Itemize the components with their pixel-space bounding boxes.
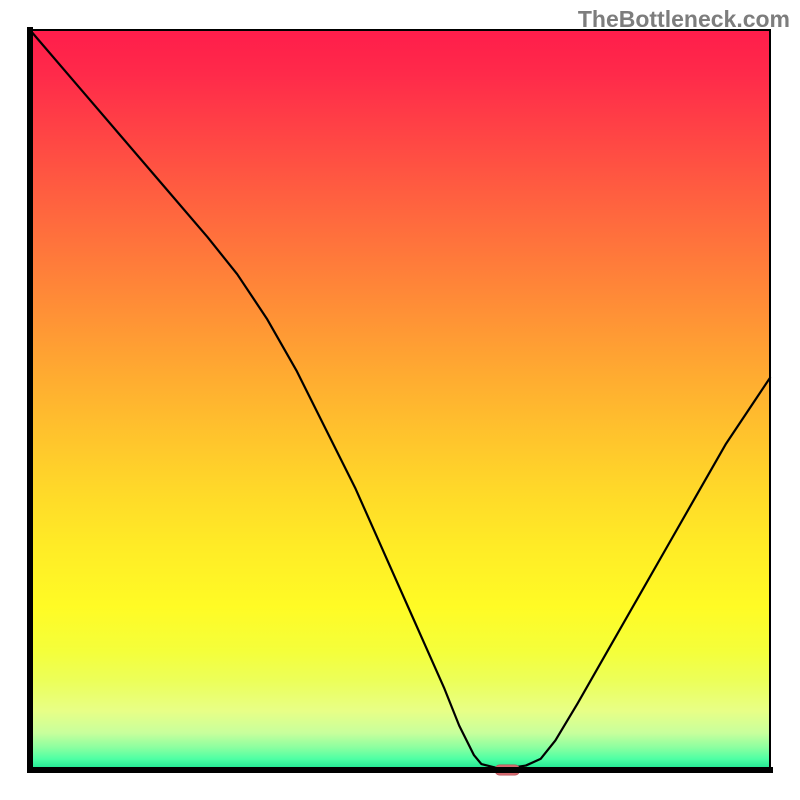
bottleneck-chart: TheBottleneck.com bbox=[0, 0, 800, 800]
watermark-text: TheBottleneck.com bbox=[578, 6, 790, 33]
plot-background bbox=[30, 30, 770, 770]
chart-svg bbox=[0, 0, 800, 800]
